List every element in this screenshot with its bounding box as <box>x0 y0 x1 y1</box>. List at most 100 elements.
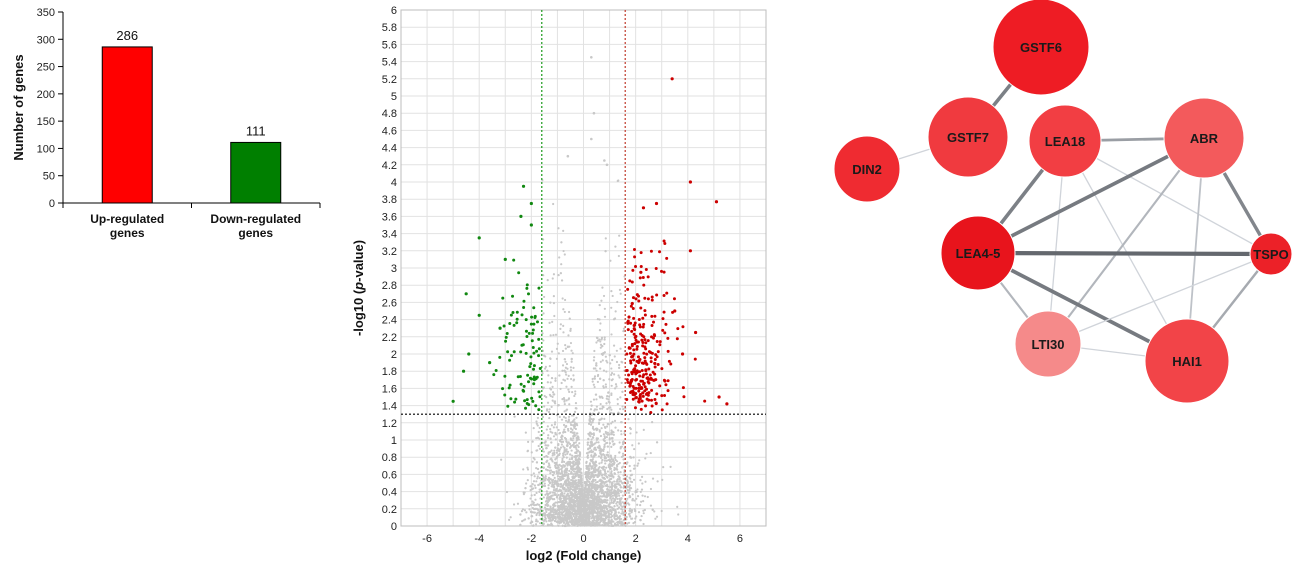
point-ns <box>610 483 613 486</box>
point-ns <box>602 294 606 298</box>
point-ns <box>627 521 631 524</box>
point-ns <box>570 499 573 503</box>
point-ns <box>615 517 619 521</box>
bar-chart: 050100150200250300350286Up-regulatedgene… <box>11 7 321 240</box>
point-ns <box>611 524 614 527</box>
point-up <box>650 388 654 392</box>
point-ns <box>528 504 531 507</box>
point-ns <box>551 399 554 402</box>
point-ns <box>565 471 568 474</box>
point-ns <box>602 369 606 372</box>
point-ns <box>616 460 619 463</box>
point-ns <box>508 518 511 521</box>
point-ns <box>563 474 566 477</box>
point-ns <box>556 515 560 519</box>
y-tick-label: 50 <box>43 171 55 183</box>
point-ns <box>581 485 584 488</box>
point-ns <box>593 488 596 491</box>
point-up <box>660 408 664 412</box>
point-ns <box>595 464 598 467</box>
point-ns <box>660 509 663 513</box>
point-ns <box>573 521 576 524</box>
point-ns <box>571 352 574 355</box>
point-ns <box>606 445 609 448</box>
point-ns <box>605 402 608 405</box>
point-up <box>637 389 641 393</box>
point-ns <box>574 474 578 478</box>
point-ns <box>611 436 614 440</box>
point-ns <box>635 431 638 434</box>
point-up <box>670 77 674 81</box>
edge-ABR-LTI30 <box>1046 136 1206 346</box>
point-up <box>642 382 646 386</box>
point-ns <box>633 464 636 467</box>
point-ns <box>610 367 613 370</box>
point-up <box>645 387 649 391</box>
point-ns <box>601 514 604 517</box>
point-up <box>682 395 686 399</box>
point-ns <box>669 465 672 468</box>
point-ns <box>559 489 562 492</box>
point-ns <box>598 304 601 307</box>
point-ns <box>562 249 565 253</box>
point-up <box>626 321 630 325</box>
point-ns <box>554 421 557 424</box>
point-ns <box>613 472 616 475</box>
point-up <box>666 379 670 383</box>
point-ns <box>603 436 607 440</box>
point-ns <box>549 519 552 523</box>
point-ns <box>587 511 590 514</box>
point-ns <box>560 443 564 446</box>
point-ns <box>612 443 615 446</box>
point-ns <box>558 449 561 453</box>
point-ns <box>543 455 546 459</box>
point-ns <box>576 496 579 499</box>
point-ns <box>572 467 576 470</box>
point-ns <box>605 435 608 439</box>
point-ns <box>563 358 566 361</box>
point-ns <box>597 467 600 470</box>
bar-data-label: 286 <box>116 28 138 43</box>
point-ns <box>641 494 644 497</box>
point-ns <box>610 379 613 382</box>
point-down <box>531 346 535 350</box>
point-up <box>639 306 643 310</box>
point-down <box>494 368 498 372</box>
point-ns <box>563 465 566 468</box>
point-ns <box>587 486 590 489</box>
point-ns <box>582 501 585 504</box>
point-ns <box>521 508 525 511</box>
point-ns <box>629 432 632 435</box>
point-ns <box>642 428 645 431</box>
point-ns <box>633 499 636 502</box>
point-up <box>647 391 651 395</box>
point-ns <box>561 349 565 353</box>
point-ns <box>578 451 582 454</box>
bar-data-label: 111 <box>246 123 266 138</box>
point-ns <box>563 471 566 474</box>
point-up <box>644 369 648 373</box>
point-down <box>511 294 515 298</box>
point-ns <box>605 475 608 478</box>
point-ns <box>588 478 591 481</box>
point-ns <box>571 475 574 479</box>
point-ns <box>636 503 639 506</box>
point-ns <box>549 505 552 508</box>
point-ns <box>568 520 571 523</box>
point-ns <box>548 450 552 454</box>
point-ns <box>569 446 572 449</box>
point-ns <box>599 472 602 475</box>
node-LTI30 <box>1014 310 1082 378</box>
x-tick-label: -6 <box>422 533 432 545</box>
point-ns <box>640 475 644 478</box>
point-ns <box>549 469 553 472</box>
point-ns <box>590 480 593 483</box>
point-ns <box>539 505 542 508</box>
point-ns <box>572 480 575 483</box>
point-ns <box>639 479 642 482</box>
point-up <box>658 250 662 254</box>
y-tick-label: 5.2 <box>382 74 397 86</box>
point-ns <box>560 418 564 421</box>
point-down <box>532 322 536 326</box>
y-tick-label: 0 <box>391 521 397 533</box>
